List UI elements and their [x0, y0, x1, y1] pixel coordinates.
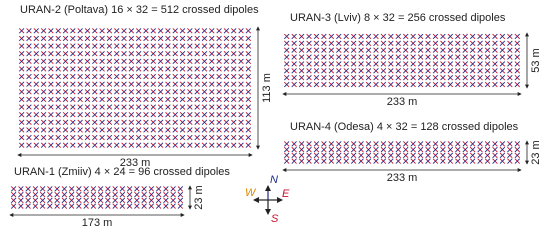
- compass-e: E: [282, 188, 290, 200]
- height-label: 23 m: [530, 140, 542, 164]
- title-part: crossed dipoles: [442, 121, 519, 133]
- antenna-array: URAN-1 (Zmiiv) 4 × 24 = 96 crossed dipol…: [9, 166, 230, 229]
- width-label: 173 m: [82, 217, 113, 229]
- antenna-array: URAN-4 (Odesa) 4 × 32 = 128 crossed dipo…: [282, 121, 542, 184]
- width-label: 233 m: [387, 96, 418, 108]
- title-part: URAN-3 (Lviv): [290, 12, 361, 24]
- title-part: =: [411, 121, 417, 133]
- title-part: =: [398, 12, 404, 24]
- title-part: ×: [373, 12, 379, 24]
- title-part: URAN-2 (Poltava): [20, 4, 108, 16]
- height-label: 23 m: [193, 185, 205, 209]
- title-part: URAN-4 (Odesa): [290, 121, 374, 133]
- compass-s: S: [271, 213, 279, 225]
- antenna-array: URAN-3 (Lviv) 8 × 32 = 256 crossed dipol…: [282, 12, 542, 108]
- title-part: 96: [138, 166, 150, 178]
- title-part: 128: [420, 121, 438, 133]
- title-part: 8: [364, 12, 370, 24]
- array-title: URAN-4 (Odesa) 4 × 32 = 128 crossed dipo…: [290, 121, 519, 133]
- title-part: crossed dipoles: [429, 12, 506, 24]
- compass-w: W: [245, 187, 257, 199]
- title-part: URAN-1 (Zmiiv): [14, 166, 92, 178]
- title-part: ×: [126, 4, 132, 16]
- dipole-grid: [10, 186, 184, 209]
- array-title: URAN-2 (Poltava) 16 × 32 = 512 crossed d…: [20, 4, 259, 16]
- antenna-array: URAN-2 (Poltava) 16 × 32 = 512 crossed d…: [17, 4, 273, 169]
- title-part: 32: [136, 4, 148, 16]
- title-part: crossed dipoles: [182, 4, 259, 16]
- height-label: 113 m: [261, 73, 273, 103]
- width-label: 233 m: [120, 157, 151, 169]
- title-part: 32: [383, 12, 395, 24]
- title-part: =: [129, 166, 135, 178]
- width-label: 233 m: [387, 172, 418, 184]
- title-part: ×: [386, 121, 392, 133]
- title-part: 32: [396, 121, 408, 133]
- title-part: 16: [111, 4, 123, 16]
- title-part: crossed dipoles: [153, 166, 230, 178]
- title-part: 256: [407, 12, 425, 24]
- title-part: 24: [113, 166, 125, 178]
- dipole-grid: [18, 28, 252, 148]
- compass-n: N: [270, 174, 278, 186]
- dipole-grid: [284, 33, 520, 88]
- title-part: 4: [95, 166, 101, 178]
- title-part: 4: [377, 121, 383, 133]
- height-label: 53 m: [530, 48, 542, 72]
- compass: N E S W: [245, 174, 290, 225]
- array-title: URAN-3 (Lviv) 8 × 32 = 256 crossed dipol…: [290, 12, 506, 24]
- title-part: =: [151, 4, 157, 16]
- title-part: ×: [104, 166, 110, 178]
- title-part: 512: [161, 4, 179, 16]
- dipole-grid: [284, 141, 520, 164]
- array-title: URAN-1 (Zmiiv) 4 × 24 = 96 crossed dipol…: [14, 166, 230, 178]
